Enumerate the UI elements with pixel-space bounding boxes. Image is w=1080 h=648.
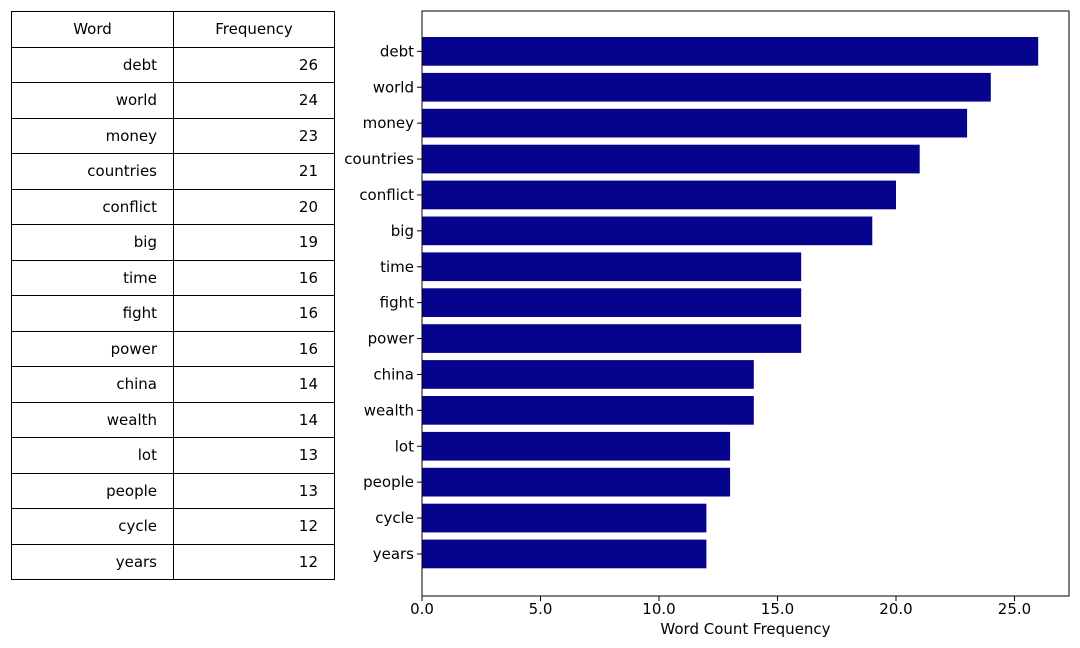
bar-countries	[422, 144, 920, 174]
y-axis-ticks: debt world money countries conflict big time fi…	[344, 42, 422, 563]
bar-wealth	[422, 396, 754, 425]
y-tick-label: big	[391, 222, 414, 240]
table-row: money 23	[11, 117, 335, 154]
cell-word: cycle	[11, 508, 174, 545]
table-row: wealth 14	[11, 401, 335, 438]
cell-word: people	[11, 472, 174, 509]
cell-word: fight	[11, 295, 174, 332]
x-tick-label: 15.0	[761, 600, 794, 618]
column-header-frequency: Frequency	[173, 11, 335, 48]
y-tick-label: money	[363, 114, 415, 132]
y-tick-label: power	[368, 330, 415, 348]
table-row: fight 16	[11, 295, 335, 332]
cell-frequency: 24	[173, 82, 335, 119]
cell-frequency: 13	[173, 437, 335, 474]
table-row: time 16	[11, 259, 335, 296]
bar-conflict	[422, 180, 896, 210]
bar-debt	[422, 37, 1039, 66]
bar-cycle	[422, 503, 707, 533]
word-frequency-table: Word Frequency debt 26 world 24 money 23 count…	[11, 11, 335, 580]
y-tick-label: debt	[380, 42, 414, 60]
table-row: lot 13	[11, 437, 335, 474]
bar-power	[422, 324, 802, 353]
column-header-word: Word	[11, 11, 174, 48]
bar-people	[422, 467, 731, 497]
cell-word: money	[11, 117, 174, 154]
table-row: cycle 12	[11, 508, 335, 545]
table-row: big 19	[11, 224, 335, 261]
cell-word: time	[11, 259, 174, 296]
cell-frequency: 13	[173, 472, 335, 509]
table-body: debt 26 world 24 money 23 countries 21 conflict 2…	[11, 46, 335, 580]
bar-time	[422, 252, 802, 282]
y-tick-label: cycle	[375, 509, 414, 527]
bar-big	[422, 216, 873, 246]
cell-word: big	[11, 224, 174, 261]
cell-frequency: 21	[173, 153, 335, 190]
y-tick-label: lot	[395, 437, 414, 455]
cell-frequency: 12	[173, 543, 335, 580]
x-tick-label: 20.0	[879, 600, 912, 618]
table-row: years 12	[11, 543, 335, 580]
y-tick-label: fight	[380, 294, 414, 312]
table-row: china 14	[11, 366, 335, 403]
cell-word: conflict	[11, 188, 174, 225]
bars-group	[422, 37, 1039, 569]
cell-frequency: 14	[173, 401, 335, 438]
cell-frequency: 26	[173, 46, 335, 83]
plot-frame	[421, 10, 1070, 597]
table-header-row: Word Frequency	[11, 11, 335, 48]
cell-word: years	[11, 543, 174, 580]
y-tick-label: years	[373, 545, 414, 563]
y-tick-label: wealth	[364, 401, 414, 419]
table-row: people 13	[11, 472, 335, 509]
y-tick-label: time	[380, 258, 414, 276]
y-tick-label: countries	[344, 150, 414, 168]
table-row: power 16	[11, 330, 335, 367]
y-tick-label: china	[373, 365, 414, 383]
cell-word: lot	[11, 437, 174, 474]
y-tick-label: world	[373, 78, 414, 96]
cell-frequency: 19	[173, 224, 335, 261]
bar-years	[422, 539, 707, 569]
bar-world	[422, 72, 991, 102]
x-axis-label: Word Count Frequency	[660, 620, 830, 638]
x-tick-label: 5.0	[529, 600, 553, 618]
cell-word: countries	[11, 153, 174, 190]
table-row: debt 26	[11, 46, 335, 83]
bar-money	[422, 108, 968, 138]
table-row: world 24	[11, 82, 335, 119]
table-row: conflict 20	[11, 188, 335, 225]
cell-word: china	[11, 366, 174, 403]
cell-frequency: 23	[173, 117, 335, 154]
y-tick-label: conflict	[359, 186, 414, 204]
y-tick-label: people	[363, 473, 414, 491]
cell-frequency: 16	[173, 330, 335, 367]
table-row: countries 21	[11, 153, 335, 190]
cell-frequency: 20	[173, 188, 335, 225]
x-tick-label: 10.0	[642, 600, 675, 618]
x-axis-ticks: 0.0 5.0 10.0 15.0 20.0 25.0	[410, 596, 1031, 618]
bar-china	[422, 360, 754, 389]
bar-lot	[422, 431, 731, 461]
x-tick-label: 0.0	[410, 600, 434, 618]
cell-frequency: 12	[173, 508, 335, 545]
bar-fight	[422, 288, 802, 317]
x-tick-label: 25.0	[998, 600, 1031, 618]
